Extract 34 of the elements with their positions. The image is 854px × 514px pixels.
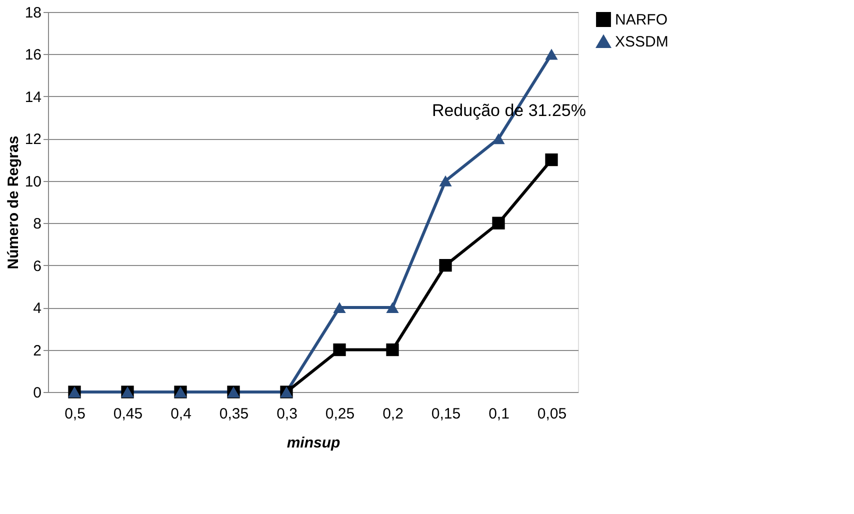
point (492, 133, 505, 144)
y-tick-label: 10 (24, 173, 42, 190)
x-tick-label: 0,2 (382, 406, 404, 422)
x-tick-label: 0,25 (325, 406, 355, 422)
x-axis-title: minsup (286, 434, 340, 452)
y-tick-label: 12 (24, 131, 42, 148)
point (492, 216, 505, 230)
y-tick-label: 6 (33, 258, 42, 275)
x-tick-label: 0,05 (537, 406, 567, 422)
x-tick-label: 0,3 (276, 406, 298, 422)
x-tick-label: 0,35 (219, 406, 249, 422)
legend-label: XSSDM (615, 34, 668, 50)
point (333, 302, 346, 314)
y-tick-label: 18 (24, 4, 42, 22)
x-tick-label: 0,45 (113, 406, 143, 422)
point (333, 343, 346, 356)
x-tick-label: 0,5 (64, 406, 86, 422)
point (439, 259, 452, 272)
x-tick-label: 0,1 (488, 406, 510, 422)
y-tick-label: 4 (33, 300, 42, 318)
y-tick-label: 14 (24, 88, 42, 106)
y-tick-label: 16 (24, 46, 42, 64)
y-tick-label: 8 (33, 216, 42, 233)
y-tick-label: 2 (33, 342, 42, 360)
point (386, 343, 399, 356)
y-axis-title: Número de Regras (4, 136, 22, 270)
point (386, 302, 399, 314)
x-tick-label: 0,4 (170, 406, 192, 422)
point (545, 48, 558, 60)
y-tick-label: 0 (33, 384, 42, 402)
point (545, 153, 558, 166)
x-tick-label: 0,15 (431, 406, 461, 422)
legend-label: NARFO (615, 12, 668, 28)
point (439, 175, 452, 186)
